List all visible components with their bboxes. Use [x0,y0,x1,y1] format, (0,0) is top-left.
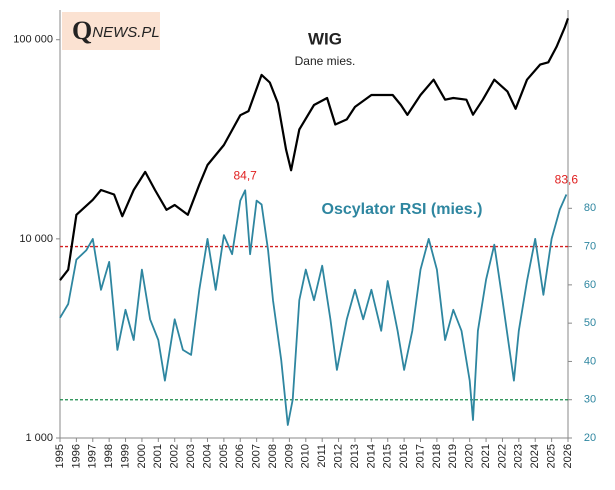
x-tick-label: 2016 [398,444,410,468]
x-tick-label: 2007 [251,444,263,468]
x-tick-label: 2015 [382,444,394,468]
y-tick-label: 10 000 [19,233,53,245]
x-tick-label: 2020 [464,444,476,468]
annotation: 84,7 [233,168,257,182]
x-tick-label: 2004 [201,444,213,468]
x-tick-label: 2026 [562,444,574,468]
x-tick-label: 1997 [87,444,99,468]
x-tick-label: 1995 [54,444,66,468]
y2-tick-label: 20 [584,432,596,444]
logo: QNEWS.PL [72,16,160,45]
logo-q: Q [72,16,92,45]
y2-tick-label: 50 [584,317,596,329]
series-line [59,189,568,426]
y2-tick-label: 30 [584,394,596,406]
subtitle: Dane mies. [295,54,356,68]
logo-rest: NEWS.PL [92,24,160,41]
x-tick-label: 2003 [185,444,197,468]
x-tick-label: 1999 [119,444,131,468]
x-tick-label: 2012 [332,444,344,468]
x-tick-label: 2005 [218,444,230,468]
x-tick-label: 1998 [103,444,115,468]
x-tick-label: 1996 [70,444,82,468]
x-tick-label: 2013 [349,444,361,468]
y-tick-label: 1 000 [25,432,53,444]
series-title: WIG [308,29,342,48]
x-tick-label: 2024 [529,444,541,468]
x-tick-label: 2011 [316,444,328,468]
x-tick-label: 2000 [136,444,148,468]
y2-tick-label: 60 [584,279,596,291]
x-tick-label: 2018 [431,444,443,468]
series-label: Oscylator RSI (mies.) [322,201,483,218]
x-tick-label: 2017 [414,444,426,468]
y2-tick-label: 40 [584,355,596,367]
x-tick-label: 2022 [496,444,508,468]
y2-tick-label: 70 [584,240,596,252]
logo-box [62,12,160,50]
x-tick-label: 2021 [480,444,492,468]
x-tick-label: 2023 [513,444,525,468]
x-tick-label: 2014 [365,444,377,468]
y2-tick-label: 80 [584,202,596,214]
x-tick-label: 2025 [546,444,558,468]
x-tick-label: 2002 [169,444,181,468]
x-tick-label: 2019 [447,444,459,468]
x-tick-label: 2010 [300,444,312,468]
x-tick-label: 2006 [234,444,246,468]
series-line [59,18,570,281]
x-tick-label: 2008 [267,444,279,468]
annotation: 83,6 [555,173,579,187]
x-tick-label: 2009 [283,444,295,468]
y-tick-label: 100 000 [13,34,53,46]
x-tick-label: 2001 [152,444,164,468]
